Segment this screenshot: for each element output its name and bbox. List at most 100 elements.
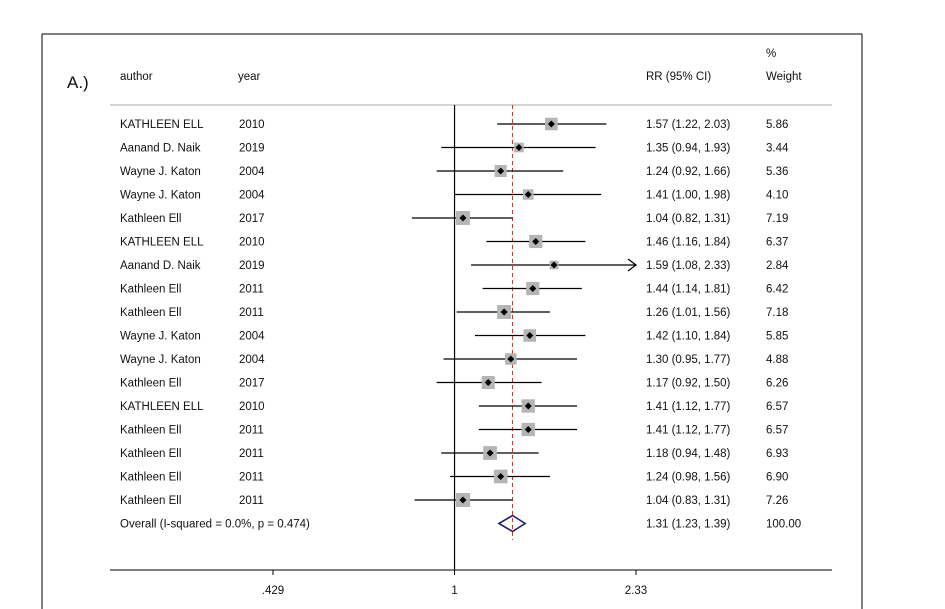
point-estimate xyxy=(526,332,534,339)
study-weight: 4.10 xyxy=(766,190,788,202)
study-year: 2004 xyxy=(239,166,265,178)
study-author: Kathleen Ell xyxy=(120,307,181,319)
point-estimate xyxy=(515,144,523,151)
study-weight: 7.26 xyxy=(766,495,788,507)
x-tick-label: .429 xyxy=(262,585,284,597)
study-year: 2017 xyxy=(239,213,265,225)
study-row: Kathleen Ell 2017 1.04 (0.82, 1.31) 7.19 xyxy=(120,211,788,225)
study-weight: 6.37 xyxy=(766,237,788,249)
study-row: Kathleen Ell 2017 1.17 (0.92, 1.50) 6.26 xyxy=(120,375,788,390)
study-rr-ci: 1.59 (1.08, 2.33) xyxy=(646,260,731,272)
study-weight: 3.44 xyxy=(766,143,789,155)
study-weight: 6.90 xyxy=(766,472,788,484)
study-author: Wayne J. Katon xyxy=(120,166,201,178)
study-row: Wayne J. Katon 2004 1.24 (0.92, 1.66) 5.36 xyxy=(120,164,788,178)
study-row: Kathleen Ell 2011 1.24 (0.98, 1.56) 6.90 xyxy=(120,469,788,484)
study-rr-ci: 1.46 (1.16, 1.84) xyxy=(646,237,731,249)
study-rr-ci: 1.18 (0.94, 1.48) xyxy=(646,448,731,460)
study-author: Kathleen Ell xyxy=(120,448,181,460)
study-author: Kathleen Ell xyxy=(120,472,181,484)
study-row: Kathleen Ell 2011 1.44 (1.14, 1.81) 6.42 xyxy=(120,281,788,296)
study-row: Kathleen Ell 2011 1.26 (1.01, 1.56) 7.18 xyxy=(120,305,788,319)
study-row: Wayne J. Katon 2004 1.42 (1.10, 1.84) 5.85 xyxy=(120,329,788,343)
study-author: Wayne J. Katon xyxy=(120,354,201,366)
study-rr-ci: 1.17 (0.92, 1.50) xyxy=(646,378,731,390)
study-row: Aanand D. Naik 2019 1.35 (0.94, 1.93) 3.44 xyxy=(120,143,789,155)
study-weight: 5.86 xyxy=(766,119,788,131)
study-author: Aanand D. Naik xyxy=(120,260,201,272)
reference-lines xyxy=(453,105,513,570)
study-row: KATHLEEN ELL 2010 1.46 (1.16, 1.84) 6.37 xyxy=(120,234,788,249)
study-weight: 6.26 xyxy=(766,378,788,390)
x-axis-ticks: .429 1 2.33 xyxy=(262,570,647,597)
study-row: Aanand D. Naik 2019 1.59 (1.08, 2.33) 2.84 xyxy=(120,258,789,272)
header-author: author xyxy=(120,71,153,83)
study-author: Wayne J. Katon xyxy=(120,331,201,343)
study-author: KATHLEEN ELL xyxy=(120,237,204,249)
study-weight: 6.57 xyxy=(766,401,788,413)
point-estimate xyxy=(484,379,492,386)
study-rr-ci: 1.24 (0.98, 1.56) xyxy=(646,472,731,484)
study-year: 2011 xyxy=(239,307,264,319)
study-row: Wayne J. Katon 2004 1.41 (1.00, 1.98) 4.10 xyxy=(120,189,788,202)
point-estimate xyxy=(500,308,508,316)
study-weight: 4.88 xyxy=(766,354,788,366)
study-weight: 6.93 xyxy=(766,448,788,460)
study-row: KATHLEEN ELL 2010 1.57 (1.22, 2.03) 5.86 xyxy=(120,117,788,131)
point-estimate xyxy=(459,496,467,504)
study-year: 2010 xyxy=(239,401,265,413)
point-estimate xyxy=(524,402,532,410)
study-weight: 2.84 xyxy=(766,260,789,272)
overall-rr-ci: 1.31 (1.23, 1.39) xyxy=(646,519,731,531)
study-author: Kathleen Ell xyxy=(120,284,181,296)
point-estimate xyxy=(529,285,537,292)
header-year: year xyxy=(238,71,261,83)
ci-arrow xyxy=(627,258,638,272)
study-year: 2019 xyxy=(239,143,265,155)
study-rr-ci: 1.41 (1.12, 1.77) xyxy=(646,425,731,437)
study-row: Kathleen Ell 2011 1.41 (1.12, 1.77) 6.57 xyxy=(120,422,788,437)
study-rr-ci: 1.41 (1.12, 1.77) xyxy=(646,401,731,413)
study-year: 2011 xyxy=(239,495,264,507)
study-rows: KATHLEEN ELL 2010 1.57 (1.22, 2.03) 5.86 Aan… xyxy=(120,117,801,533)
panel-label: A.) xyxy=(67,73,89,92)
study-rr-ci: 1.04 (0.82, 1.31) xyxy=(646,213,731,225)
study-weight: 6.42 xyxy=(766,284,788,296)
overall-diamond xyxy=(497,514,527,533)
x-tick-label: 1 xyxy=(451,585,457,597)
study-year: 2011 xyxy=(239,472,264,484)
study-row: KATHLEEN ELL 2010 1.41 (1.12, 1.77) 6.57 xyxy=(120,399,788,413)
study-year: 2004 xyxy=(239,190,265,202)
study-author: Kathleen Ell xyxy=(120,425,181,437)
study-author: KATHLEEN ELL xyxy=(120,401,204,413)
study-weight: 5.36 xyxy=(766,166,788,178)
study-row: Wayne J. Katon 2004 1.30 (0.95, 1.77) 4.88 xyxy=(120,353,788,366)
study-rr-ci: 1.26 (1.01, 1.56) xyxy=(646,307,731,319)
study-rr-ci: 1.57 (1.22, 2.03) xyxy=(646,119,731,131)
study-year: 2011 xyxy=(239,425,264,437)
point-estimate xyxy=(550,261,558,269)
point-estimate xyxy=(524,191,532,198)
study-rr-ci: 1.44 (1.14, 1.81) xyxy=(646,284,731,296)
header-weight: Weight xyxy=(766,71,802,83)
header-weight-pct: % xyxy=(766,48,776,60)
study-row: Kathleen Ell 2011 1.04 (0.83, 1.31) 7.26 xyxy=(120,492,788,508)
study-weight: 5.85 xyxy=(766,331,788,343)
x-tick-label: 2.33 xyxy=(625,585,647,597)
study-year: 2017 xyxy=(239,378,265,390)
study-year: 2010 xyxy=(239,237,265,249)
study-weight: 6.57 xyxy=(766,425,788,437)
point-estimate xyxy=(459,214,467,222)
study-author: Aanand D. Naik xyxy=(120,143,201,155)
study-year: 2004 xyxy=(239,331,265,343)
point-estimate xyxy=(497,473,505,480)
study-author: Kathleen Ell xyxy=(120,213,181,225)
study-weight: 7.19 xyxy=(766,213,788,225)
study-rr-ci: 1.35 (0.94, 1.93) xyxy=(646,143,731,155)
study-year: 2019 xyxy=(239,260,265,272)
study-weight: 7.18 xyxy=(766,307,788,319)
study-row: Kathleen Ell 2011 1.18 (0.94, 1.48) 6.93 xyxy=(120,446,788,460)
study-author: Kathleen Ell xyxy=(120,378,181,390)
point-estimate xyxy=(547,120,555,128)
